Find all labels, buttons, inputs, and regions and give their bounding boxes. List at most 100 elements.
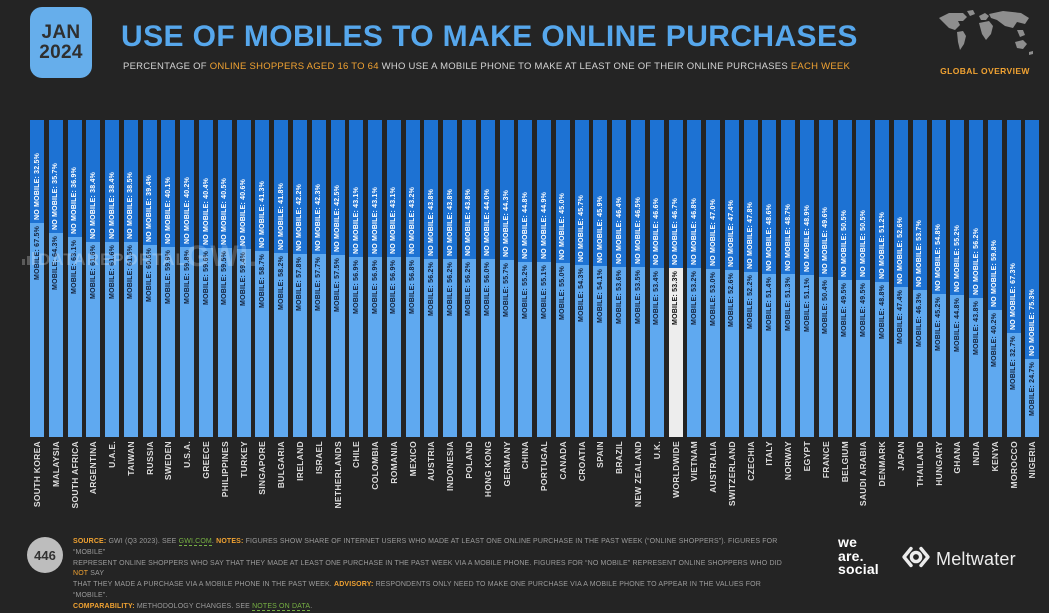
mobile-value-label: MOBILE: 61.5% bbox=[127, 245, 135, 299]
mobile-value-label: MOBILE: 57.7% bbox=[315, 257, 323, 312]
country-label: ROMANIA bbox=[388, 441, 399, 484]
country-label: NETHERLANDS bbox=[332, 441, 343, 509]
country-label: GERMANY bbox=[501, 441, 512, 487]
bar-morocco: NO MOBILE: 67.3% MOBILE: 32.7% bbox=[1006, 120, 1021, 437]
bar-ireland: NO MOBILE: 42.2% MOBILE: 57.8% bbox=[292, 120, 307, 437]
we-are-social-logo: we are. social bbox=[838, 534, 879, 578]
mobile-value-label: MOBILE: 32.7% bbox=[1010, 336, 1018, 391]
mobile-value-label: MOBILE: 44.8% bbox=[953, 297, 961, 352]
mobile-value-label: MOBILE: 53.4% bbox=[653, 270, 661, 325]
text-segment: WHO USE A MOBILE PHONE TO MAKE AT LEAST … bbox=[378, 61, 791, 72]
bar-philippines: NO MOBILE: 40.5% MOBILE: 59.5% bbox=[217, 120, 232, 437]
no-mobile-value-label: NO MOBILE: 43.2% bbox=[409, 186, 417, 254]
no-mobile-value-label: NO MOBILE: 42.2% bbox=[296, 183, 304, 251]
country-label: WORLDWIDE bbox=[670, 441, 681, 498]
footnote-line: REPRESENT ONLINE SHOPPERS WHO SAY THAT T… bbox=[73, 559, 793, 581]
country-label: FRANCE bbox=[820, 441, 831, 479]
x-label-slot: ARGENTINA bbox=[86, 441, 100, 533]
country-label: MALAYSIA bbox=[50, 441, 61, 488]
country-label: THAILAND bbox=[914, 441, 925, 487]
x-label-slot: SPAIN bbox=[593, 441, 607, 533]
footnote-line: SOURCE: GWI (Q3 2023). SEE GWI.COM. NOTE… bbox=[73, 537, 793, 559]
x-label-slot: ISRAEL bbox=[312, 441, 326, 533]
no-mobile-value-label: NO MOBILE: 43.8% bbox=[446, 188, 454, 256]
date-month: JAN bbox=[41, 21, 81, 43]
x-label-slot: KENYA bbox=[988, 441, 1002, 533]
no-mobile-value-label: NO MOBILE: 41.3% bbox=[258, 180, 266, 248]
country-label: TURKEY bbox=[238, 441, 249, 478]
meltwater-logo-text: Meltwater bbox=[936, 549, 1016, 569]
country-label: RUSSIA bbox=[144, 441, 155, 475]
country-label: AUSTRIA bbox=[426, 441, 437, 481]
mobile-value-label: MOBILE: 24.7% bbox=[1028, 361, 1036, 416]
no-mobile-value-label: NO MOBILE: 43.8% bbox=[427, 188, 435, 256]
text-segment: . bbox=[211, 538, 217, 545]
text-segment: THAT THEY MADE A PURCHASE VIA A MOBILE P… bbox=[73, 581, 335, 589]
bar-brazil: NO MOBILE: 46.4% MOBILE: 53.6% bbox=[612, 120, 627, 437]
country-label: U.K. bbox=[651, 441, 662, 460]
text-segment: ADVISORY: bbox=[334, 581, 374, 589]
no-mobile-value-label: NO MOBILE: 35.7% bbox=[52, 163, 60, 231]
mobile-value-label: MOBILE: 59.5% bbox=[221, 251, 229, 306]
bar-turkey: NO MOBILE: 40.6% MOBILE: 59.4% bbox=[236, 120, 251, 437]
bar-portugal: NO MOBILE: 44.9% MOBILE: 55.1% bbox=[537, 120, 552, 437]
overview-label: GLOBAL OVERVIEW bbox=[940, 66, 1030, 76]
x-label-slot: WORLDWIDE bbox=[669, 441, 683, 533]
country-label: COLOMBIA bbox=[370, 441, 381, 490]
mobile-value-label: MOBILE: 59.9% bbox=[164, 250, 172, 305]
country-label: KENYA bbox=[989, 441, 1000, 472]
bar-new-zealand: NO MOBILE: 46.5% MOBILE: 53.5% bbox=[631, 120, 645, 437]
country-label: SOUTH KOREA bbox=[32, 441, 42, 508]
no-mobile-value-label: NO MOBILE: 44.0% bbox=[484, 189, 492, 257]
mobile-value-label: MOBILE: 61.6% bbox=[89, 244, 97, 299]
footnote-link[interactable]: GWI.COM bbox=[178, 538, 212, 546]
country-label: ISRAEL bbox=[313, 441, 324, 474]
country-label: CROATIA bbox=[576, 441, 587, 482]
mobile-value-label: MOBILE: 58.7% bbox=[258, 253, 266, 308]
country-label: U.S.A. bbox=[182, 441, 193, 468]
mobile-value-label: MOBILE: 47.4% bbox=[897, 289, 905, 344]
page-subtitle: PERCENTAGE OF ONLINE SHOPPERS AGED 16 TO… bbox=[123, 61, 850, 72]
no-mobile-value-label: NO MOBILE: 50.5% bbox=[841, 210, 849, 278]
x-label-slot: JAPAN bbox=[894, 441, 908, 533]
bar-malaysia: NO MOBILE: 35.7% MOBILE: 64.3% bbox=[48, 120, 63, 437]
no-mobile-value-label: NO MOBILE: 43.8% bbox=[465, 188, 473, 256]
no-mobile-value-label: NO MOBILE: 40.6% bbox=[240, 178, 248, 246]
footnote-link[interactable]: NOTES ON DATA bbox=[252, 602, 311, 611]
bar-taiwan: NO MOBILE: 38.5% MOBILE: 61.5% bbox=[123, 120, 138, 437]
bar-chile: NO MOBILE: 43.1% MOBILE: 56.9% bbox=[349, 120, 364, 437]
mobile-value-label: MOBILE: 63.1% bbox=[71, 239, 79, 294]
bar-sweden: NO MOBILE: 40.1% MOBILE: 59.9% bbox=[161, 120, 176, 437]
mobile-value-label: MOBILE: 56.8% bbox=[409, 259, 417, 314]
x-label-slot: FRANCE bbox=[819, 441, 833, 533]
mobile-value-label: MOBILE: 53.6% bbox=[615, 270, 623, 325]
x-label-slot: GERMANY bbox=[500, 441, 514, 533]
bar-hungary: NO MOBILE: 54.8% MOBILE: 45.2% bbox=[931, 120, 946, 437]
no-mobile-value-label: NO MOBILE: 46.4% bbox=[615, 197, 623, 265]
x-label-slot: NORWAY bbox=[781, 441, 795, 533]
mobile-value-label: MOBILE: 57.5% bbox=[334, 257, 341, 312]
x-label-slot: HONG KONG bbox=[481, 441, 495, 533]
no-mobile-value-label: NO MOBILE: 40.4% bbox=[202, 178, 210, 246]
no-mobile-value-label: NO MOBILE: 49.6% bbox=[822, 207, 830, 275]
country-label: PHILIPPINES bbox=[219, 441, 230, 498]
text-segment: . bbox=[310, 602, 313, 610]
country-label: JAPAN bbox=[895, 441, 906, 471]
x-label-slot: SWITZERLAND bbox=[725, 441, 739, 533]
mobile-value-label: MOBILE: 49.5% bbox=[841, 283, 849, 338]
bar-netherlands: NO MOBILE: 42.5% MOBILE: 57.5% bbox=[330, 120, 345, 437]
bar-spain: NO MOBILE: 45.9% MOBILE: 54.1% bbox=[593, 120, 608, 437]
country-label: EGYPT bbox=[802, 441, 813, 472]
no-mobile-value-label: NO MOBILE: 48.7% bbox=[784, 204, 792, 272]
bar-mexico: NO MOBILE: 43.2% MOBILE: 56.8% bbox=[405, 120, 420, 437]
no-mobile-value-label: NO MOBILE: 48.6% bbox=[765, 204, 773, 272]
mobile-value-label: MOBILE: 55.0% bbox=[559, 265, 567, 320]
x-label-slot: INDIA bbox=[969, 441, 983, 533]
no-mobile-value-label: NO MOBILE: 53.7% bbox=[916, 220, 924, 288]
x-label-slot: TAIWAN bbox=[124, 441, 138, 533]
mobile-value-label: MOBILE: 51.3% bbox=[784, 277, 792, 332]
bar-nigeria: NO MOBILE: 75.3% MOBILE: 24.7% bbox=[1025, 120, 1040, 437]
page-number-badge: 446 bbox=[27, 537, 63, 573]
bar-worldwide: NO MOBILE: 46.7% MOBILE: 53.3% bbox=[668, 120, 683, 437]
mobile-value-label: MOBILE: 55.2% bbox=[521, 265, 529, 319]
